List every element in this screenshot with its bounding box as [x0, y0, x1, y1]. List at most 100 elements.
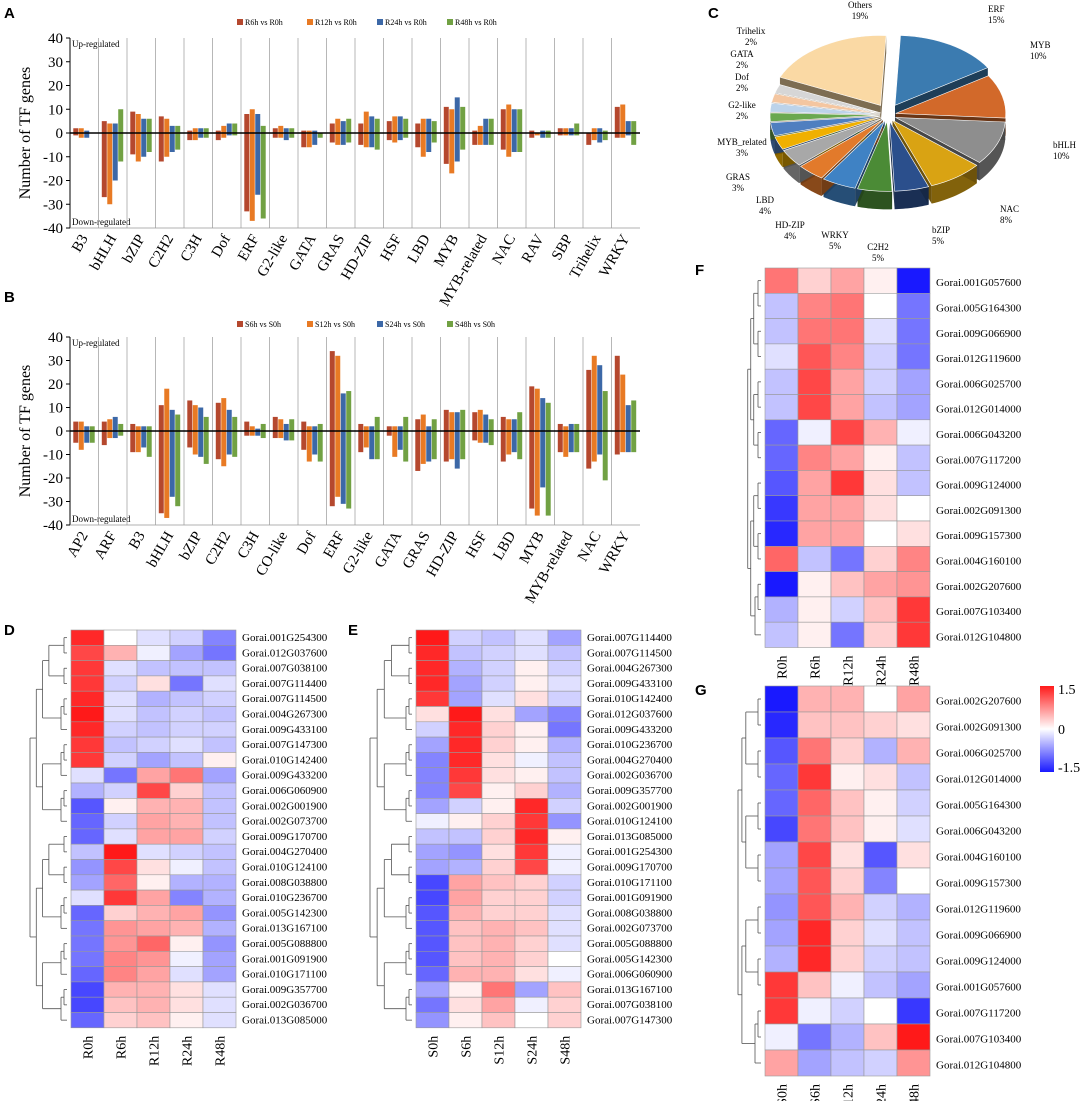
bar-down	[84, 431, 90, 443]
heatmap-cell	[415, 782, 450, 799]
heatmap-cell	[514, 996, 549, 1013]
heatmap-cell	[448, 966, 483, 983]
y-tick-label: 0	[56, 424, 64, 440]
heatmap-cell	[514, 782, 549, 799]
bar-down	[563, 133, 569, 136]
heatmap-cell	[103, 813, 138, 830]
panel-label-f: F	[695, 262, 704, 279]
heatmap-cell	[415, 797, 450, 814]
heatmap-cell	[103, 767, 138, 784]
row-label: Gorai.004G270400	[587, 754, 673, 766]
bar-up	[260, 423, 266, 431]
heatmap-cell	[202, 736, 237, 753]
bar-up	[426, 426, 432, 431]
bar-up	[529, 386, 535, 431]
heatmap-cell	[415, 736, 450, 753]
heatmap-cell	[514, 950, 549, 967]
pie-slice-side	[857, 188, 893, 210]
heatmap-cell	[764, 841, 799, 869]
heatmap-cell	[103, 629, 138, 646]
column-label: S48h	[908, 1084, 923, 1101]
bar-down	[449, 133, 455, 174]
heatmap-cell	[830, 267, 865, 294]
heatmap-cell	[202, 843, 237, 860]
heatmap-cell	[202, 889, 237, 906]
x-tick-label: B3	[126, 529, 149, 552]
row-label: Gorai.004G160100	[936, 852, 1022, 864]
heatmap-cell	[448, 767, 483, 784]
heatmap-cell	[169, 706, 204, 723]
heatmap-cell	[169, 736, 204, 753]
bar-down	[135, 431, 141, 453]
bar-down	[226, 133, 232, 136]
heatmap-cell	[202, 981, 237, 998]
heatmap-cell	[415, 874, 450, 891]
panel-label-d: D	[4, 622, 15, 639]
bar-up	[84, 130, 90, 133]
bar-up	[625, 121, 631, 133]
pie-slice	[895, 117, 1006, 163]
bar-down	[84, 133, 90, 138]
bar-up	[89, 426, 95, 431]
heatmap-cell	[830, 815, 865, 843]
up-regulated-label: Up-regulated	[72, 338, 120, 348]
heatmap-cell	[103, 981, 138, 998]
heatmap-cell	[448, 920, 483, 937]
y-tick-label: -10	[43, 150, 63, 166]
bar-up	[563, 128, 569, 133]
bar-down	[130, 133, 136, 155]
bar-up	[397, 116, 403, 133]
x-tick-label: HSF	[378, 232, 406, 264]
bar-down	[472, 431, 478, 441]
row-label: Gorai.012G014000	[936, 404, 1022, 416]
row-label: Gorai.002G207600	[936, 696, 1022, 708]
bar-up	[625, 405, 631, 431]
heatmap-cell	[547, 752, 582, 769]
bar-up	[460, 409, 466, 431]
bar-down	[175, 431, 181, 507]
bar-down	[101, 133, 107, 198]
bar-up	[420, 118, 426, 133]
bar-up	[597, 128, 603, 133]
heatmap-cell	[547, 644, 582, 661]
heatmap-cell	[514, 690, 549, 707]
bar-down	[346, 431, 352, 509]
legend-swatch	[307, 19, 313, 25]
bar-up	[454, 412, 460, 431]
up-regulated-label: Up-regulated	[72, 39, 120, 49]
heatmap-cell	[896, 596, 931, 623]
heatmap-cell	[863, 444, 898, 471]
x-tick-label: LBD	[405, 232, 434, 266]
bar-down	[198, 431, 204, 457]
heatmap-cell	[863, 394, 898, 421]
bar-down	[175, 133, 181, 150]
bar-up	[283, 128, 289, 133]
bar-down	[112, 431, 118, 439]
heatmap-cell	[830, 419, 865, 446]
heatmap-cell	[896, 621, 931, 648]
heatmap-cell	[896, 789, 931, 817]
heatmap-cell	[896, 711, 931, 739]
heatmap-cell	[797, 292, 832, 319]
heatmap-cell	[103, 905, 138, 922]
row-label: Gorai.009G066900	[936, 930, 1022, 942]
bar-up	[317, 423, 323, 431]
row-label: Gorai.010G124100	[242, 862, 328, 874]
heatmap-cell	[169, 629, 204, 646]
pie-label-name: ERF	[988, 4, 1005, 14]
bar-down	[146, 133, 152, 152]
heatmap-cell	[896, 545, 931, 572]
heatmap-cell	[764, 394, 799, 421]
bar-down	[443, 431, 449, 462]
x-tick-label: C2H2	[145, 232, 177, 271]
heatmap-cell	[863, 495, 898, 522]
row-label: Gorai.007G103400	[936, 1034, 1022, 1046]
heatmap-f: Gorai.001G057600 Gorai.005G164300 Gorai.00…	[747, 267, 1022, 686]
pie-label-name: C2H2	[867, 242, 889, 252]
x-tick-label: C3H	[178, 232, 206, 265]
row-label: Gorai.005G142300	[242, 907, 328, 919]
row-label: Gorai.007G038100	[587, 999, 673, 1011]
heatmap-cell	[764, 444, 799, 471]
pie-label-pct: 10%	[1053, 151, 1070, 161]
column-label: S24h	[875, 1084, 890, 1101]
